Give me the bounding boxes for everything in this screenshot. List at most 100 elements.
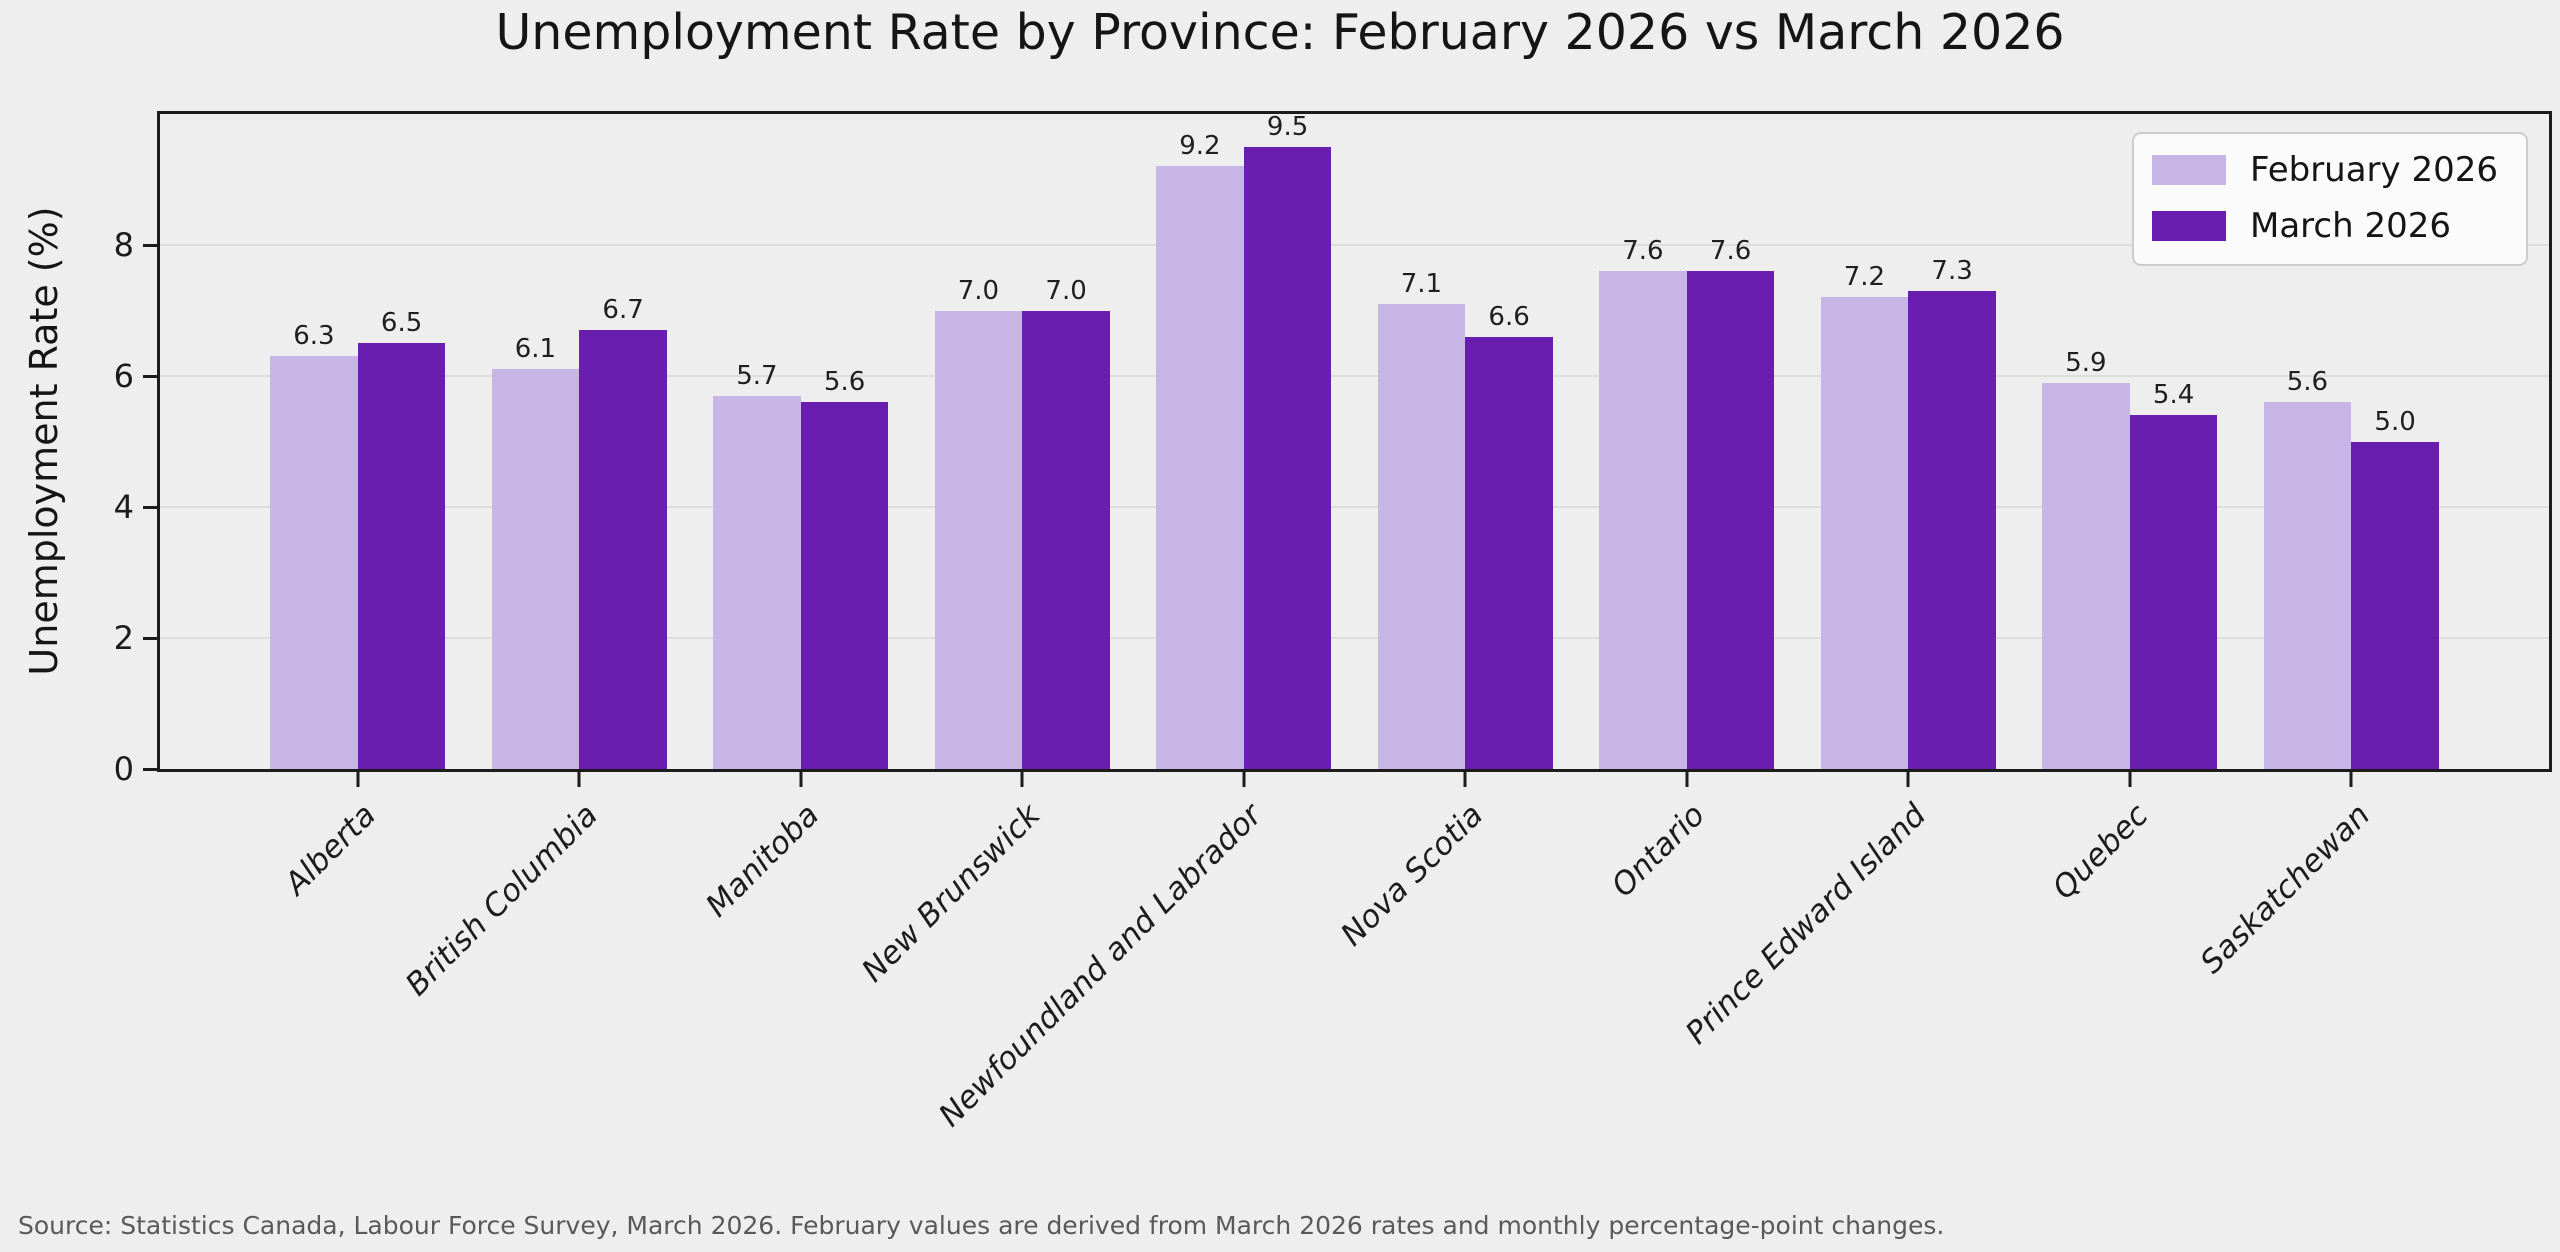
bar-column: 5.7 [713,114,801,769]
legend-label: March 2026 [2250,206,2451,246]
bar-february-2026 [713,395,801,769]
bar-column: 7.6 [1599,114,1687,769]
bar-march-2026 [579,330,667,769]
bar-group-prince-edward-island: 7.2 7.3 Prince Edward Island [1679,114,2020,1051]
bar-group-alberta: 6.3 6.5 Alberta [247,114,469,902]
gridline-y4 [160,506,2549,508]
bar-group-saskatchewan: 5.6 5.0 Saskatchewan [2193,114,2463,981]
y-tick-mark [143,243,157,247]
x-tick-label: Manitoba [699,797,827,925]
bar-february-2026 [270,356,358,769]
bar-value-label: 5.0 [2374,406,2416,437]
y-tick-mark [143,374,157,378]
bar-march-2026 [1908,290,1996,769]
bar-column: 5.6 [800,114,889,769]
gridline-y2 [160,637,2549,639]
bar-march-2026 [800,402,889,769]
february-swatch-icon [2152,155,2226,185]
bar-march-2026 [1022,310,1110,769]
bar-march-2026 [1465,336,1553,769]
bar-february-2026 [2042,382,2130,769]
x-tick-mark [577,772,581,787]
bar-column: 7.0 [934,114,1023,769]
bar-column: 7.1 [1377,114,1466,769]
bar-value-label: 7.0 [957,275,1000,306]
x-tick-mark [1906,772,1910,787]
y-axis-label: Unemployment Rate (%) [22,206,66,676]
x-tick-mark [356,772,360,787]
gridline-y8 [160,244,2549,246]
bar-group-british-columbia: 6.1 6.7 British Columbia [399,114,691,1003]
bar-value-label: 5.6 [2286,367,2329,398]
bar-column: 5.4 [2129,114,2218,769]
bar-column: 5.6 [2263,114,2352,769]
x-tick-mark [1242,772,1246,787]
bar-column: 6.3 [270,114,358,769]
x-tick-mark [1685,772,1689,787]
chart-title: Unemployment Rate by Province: February … [495,4,2065,61]
x-tick-label: British Columbia [398,797,605,1004]
bar-february-2026 [1820,297,1909,769]
bar-value-label: 9.5 [1266,112,1309,142]
y-tick-mark [143,767,157,771]
source-note: Source: Statistics Canada, Labour Force … [18,1211,1945,1240]
bar-group-quebec: 5.9 5.4 Quebec [2019,114,2241,907]
bar-february-2026 [491,369,580,769]
bar-group-ontario: 7.6 7.6 Ontario [1576,114,1798,904]
bar-value-label: 5.7 [736,360,778,391]
bar-march-2026 [1243,147,1332,769]
bar-february-2026 [1377,303,1466,769]
bar-value-label: 7.2 [1843,262,1886,293]
y-tick-mark [143,636,157,640]
legend-entry-february: February 2026 [2152,150,2498,190]
bar-column: 9.5 [1243,112,1332,769]
bar-march-2026 [2351,441,2439,769]
bar-groups: 6.3 6.5 Alberta 6.1 6.7 British Columbia 5.7 5.… [160,112,2549,1134]
bar-column: 7.6 [1686,114,1775,769]
bar-february-2026 [1599,271,1687,769]
bar-value-label: 7.3 [1931,255,1973,286]
bar-value-label: 9.2 [1179,131,1221,162]
bar-column: 6.7 [579,114,667,769]
bar-value-label: 7.6 [1622,236,1664,267]
bar-group-newfoundland-and-labrador: 9.2 9.5 Newfoundland and Labrador [932,112,1355,1134]
bar-value-label: 6.5 [380,308,423,339]
x-tick-mark [1020,772,1024,787]
bar-march-2026 [2129,415,2218,769]
bar-column: 5.0 [2351,114,2439,769]
bar-group-new-brunswick: 7.0 7.0 New Brunswick [855,114,1134,989]
bar-value-label: 5.9 [2065,347,2107,378]
bar-february-2026 [2263,402,2352,769]
gridline-y6 [160,375,2549,377]
x-tick-label: Quebec [2045,797,2156,907]
x-tick-label: Nova Scotia [1334,797,1491,954]
x-tick-label: Alberta [278,797,384,902]
legend-entry-march: March 2026 [2152,206,2498,246]
x-tick-mark [2349,772,2353,787]
bar-march-2026 [1686,271,1775,769]
march-swatch-icon [2152,211,2226,241]
bar-column: 7.2 [1820,114,1909,769]
y-tick-label: 0 [113,750,134,788]
y-tick-label: 8 [113,226,134,264]
bar-value-label: 7.6 [1709,236,1752,267]
bar-value-label: 7.0 [1045,275,1087,306]
bar-group-manitoba: 5.7 5.6 Manitoba [690,114,912,924]
x-tick-label: Ontario [1605,797,1713,905]
y-tick-label: 4 [113,488,134,526]
bar-march-2026 [357,343,446,769]
bar-value-label: 5.4 [2152,380,2195,411]
y-tick-mark [143,505,157,509]
y-tick-label: 2 [113,619,134,657]
bar-column: 9.2 [1156,114,1244,769]
bar-value-label: 7.1 [1400,268,1443,299]
bar-value-label: 6.3 [293,321,335,352]
bar-column: 7.0 [1022,114,1110,769]
bar-group-nova-scotia: 7.1 6.6 Nova Scotia [1335,114,1577,953]
plot-area: 6.3 6.5 Alberta 6.1 6.7 British Columbia 5.7 5.… [114,111,2552,1134]
bar-value-label: 6.1 [514,334,557,365]
x-tick-mark [2128,772,2132,787]
bar-february-2026 [934,310,1023,769]
y-tick-label: 6 [113,357,134,395]
